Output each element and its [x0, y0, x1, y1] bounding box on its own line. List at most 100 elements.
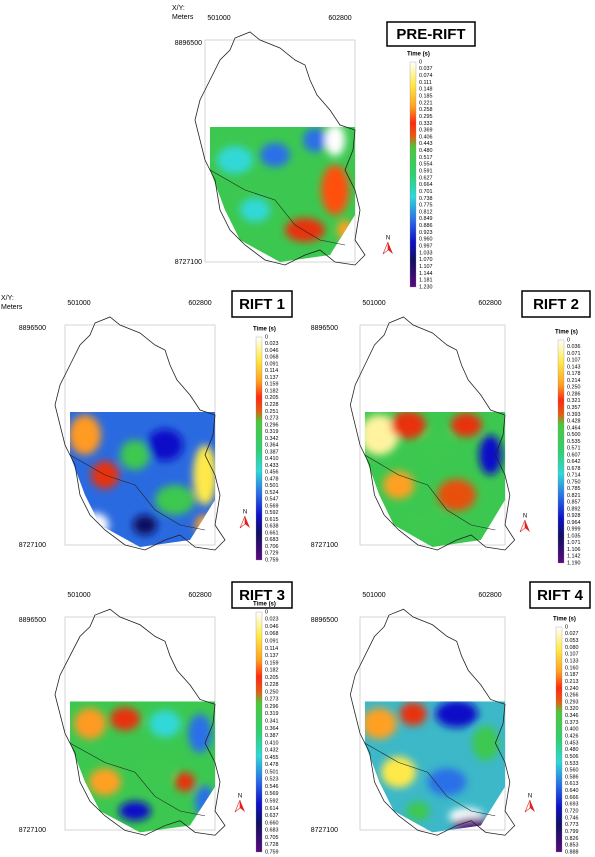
legend-label: 0.187 [565, 672, 579, 678]
legend-label: 1.230 [419, 284, 433, 290]
legend-label: 0.221 [419, 100, 433, 106]
north-arrow [382, 241, 389, 255]
legend-label: 0.964 [567, 520, 581, 526]
legend-label: 0.205 [265, 395, 279, 401]
legend-label: 0 [567, 337, 570, 343]
legend-label: 0 [419, 59, 422, 65]
legend-label: 0.023 [265, 617, 279, 623]
surface-blob [70, 415, 101, 455]
legend-label: 0.133 [565, 659, 579, 665]
legend-label: 0.137 [265, 653, 279, 659]
coastline [54, 608, 226, 836]
surface-blob [321, 165, 349, 215]
legend-label: 0.960 [419, 237, 433, 243]
north-arrow [245, 516, 250, 528]
legend-label: 0.364 [265, 443, 279, 449]
north-label: N [523, 514, 527, 520]
legend-label: 0.478 [265, 762, 279, 768]
legend-label: 0.182 [265, 388, 279, 394]
legend-label: 0.393 [567, 412, 581, 418]
legend-label: 1.144 [419, 271, 433, 277]
time-surface [364, 412, 506, 547]
legend-label: 0.178 [567, 371, 581, 377]
legend-label: 0.693 [565, 802, 579, 808]
surface-blob [381, 756, 417, 788]
legend-label: 0.080 [565, 645, 579, 651]
boundary [69, 742, 206, 817]
legend-label: 0.091 [265, 639, 279, 645]
surface-blob [303, 128, 327, 152]
legend-label: 0.406 [419, 134, 433, 140]
time-surface [70, 701, 215, 833]
legend-label: 1.190 [567, 560, 581, 566]
legend-label: 0.185 [419, 94, 433, 100]
y-label: 8727100 [19, 542, 46, 549]
boundary [364, 742, 496, 817]
north-label: N [386, 236, 390, 242]
legend-label: 1.070 [419, 257, 433, 263]
legend-label: 0.027 [565, 631, 579, 637]
x-label: 602800 [328, 15, 351, 22]
north-arrow [525, 520, 530, 532]
legend-label: 0.613 [565, 781, 579, 787]
surface-blob [195, 515, 215, 535]
surface-blobs [74, 707, 215, 821]
title-box [231, 581, 293, 609]
boundary [364, 454, 496, 531]
legend-label: 0.143 [567, 364, 581, 370]
legend-label: 0.554 [419, 162, 433, 168]
legend-label: 0.456 [265, 470, 279, 476]
y-label: 8727100 [175, 259, 202, 266]
colorbar [255, 336, 263, 561]
legend-label: 0.638 [265, 524, 279, 530]
surface-blob [364, 415, 399, 455]
legend-label: 0.240 [565, 686, 579, 692]
legend-label: 1.106 [567, 547, 581, 553]
surface-blob [478, 435, 503, 475]
panel-title: RIFT 2 [533, 296, 579, 313]
legend-label: 0.928 [567, 513, 581, 519]
legend-label: 1.107 [419, 264, 433, 270]
legend-label: 0.114 [265, 646, 278, 652]
surface-blob [410, 513, 446, 537]
surface-blob [120, 440, 150, 470]
y-label: 8896500 [311, 617, 338, 624]
legend-label: 0.046 [265, 624, 279, 630]
legend-label: 0 [565, 624, 568, 630]
legend-title: Time (s) [407, 52, 430, 58]
legend-label: 0.228 [265, 682, 279, 688]
legend-label: 0.387 [265, 449, 279, 455]
time-surface [364, 701, 506, 833]
panel: X/Y: Meters 501000 602800 8896500 8727100 PRE-… [172, 5, 476, 290]
legend-label: 0.455 [265, 755, 279, 761]
legend-label: 0.320 [565, 706, 579, 712]
colorbar [555, 626, 563, 853]
legend-label: 0.547 [265, 497, 279, 503]
surface-blob [74, 708, 106, 740]
surface-blob [406, 801, 430, 821]
legend-title: Time (s) [555, 330, 578, 336]
legend-label: 0.627 [419, 175, 433, 181]
legend-label: 0.799 [565, 829, 579, 835]
legend-label: 0.615 [265, 517, 279, 523]
legend-label: 0.826 [565, 836, 579, 842]
legend-label: 0.642 [567, 459, 581, 465]
legend-label: 0.664 [419, 182, 433, 188]
legend-label: 0.214 [567, 378, 581, 384]
legend-title: Time (s) [253, 602, 276, 608]
legend-label: 0.364 [265, 726, 279, 732]
map [54, 316, 226, 551]
axis-label: Meters [172, 14, 194, 21]
x-label: 501000 [362, 300, 385, 307]
legend-label: 0.506 [565, 754, 579, 760]
legend-label: 0.592 [265, 510, 279, 516]
north-arrow [524, 799, 531, 813]
legend-label: 0.746 [565, 815, 579, 821]
y-label: 8727100 [311, 542, 338, 549]
legend-label: 0.535 [567, 439, 581, 445]
legend-label: 0.410 [265, 456, 279, 462]
legend-label: 0.037 [419, 66, 433, 72]
surface-blob [450, 413, 482, 437]
